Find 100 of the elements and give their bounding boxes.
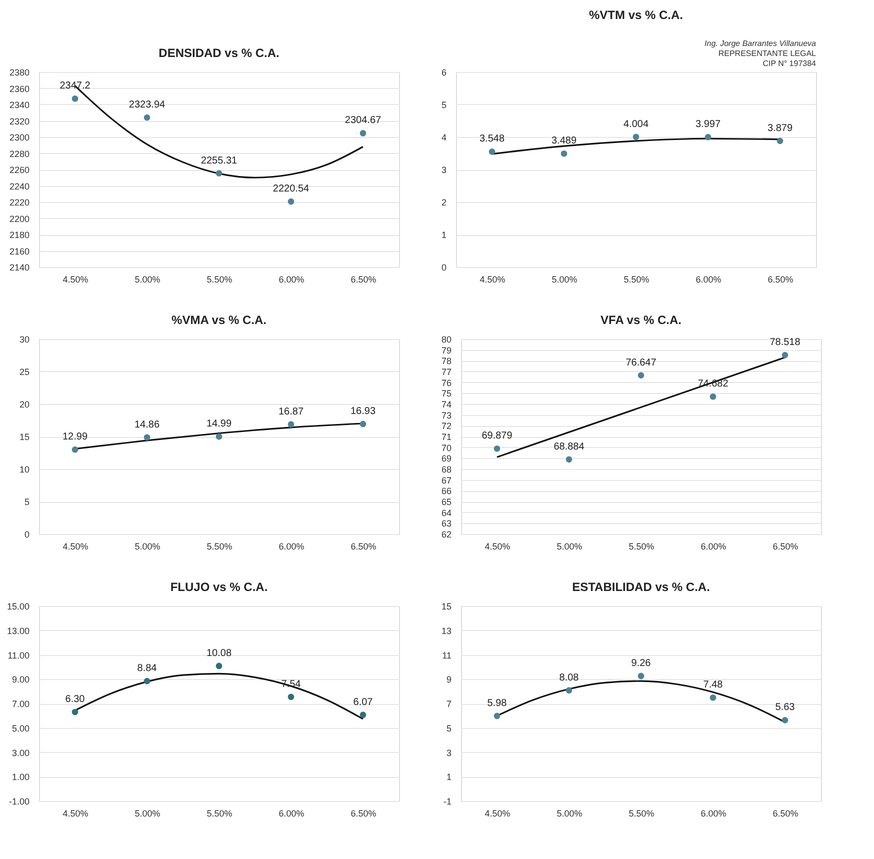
y-tick-label: 0 — [441, 262, 446, 272]
x-tick-label: 6.50% — [772, 808, 798, 818]
x-tick-label: 4.50% — [484, 542, 510, 552]
y-tick-label: 6 — [441, 68, 446, 78]
data-label: 69.879 — [482, 430, 513, 442]
data-label: 10.08 — [206, 648, 232, 659]
data-label: 5.98 — [487, 698, 508, 709]
data-label: 6.07 — [353, 696, 374, 708]
data-label: 2347.2 — [60, 80, 91, 92]
data-label: 78.518 — [770, 337, 801, 348]
y-tick-label: 15 — [19, 432, 30, 442]
y-tick-label: 70 — [441, 442, 452, 453]
point — [144, 678, 150, 684]
point — [144, 434, 150, 441]
y-tick-label: 78 — [441, 356, 452, 366]
x-tick-label: 4.50% — [484, 808, 510, 818]
x-tick-label: 4.50% — [62, 274, 88, 284]
y-tick-label: 5.00 — [12, 723, 30, 734]
data-label: 16.87 — [278, 406, 304, 418]
x-tick-label: 5.50% — [628, 808, 654, 818]
point — [360, 420, 366, 428]
x-tick-label: 6.50% — [350, 274, 376, 284]
x-tick-label: 5.00% — [134, 274, 160, 284]
y-tick-label: 4 — [441, 132, 446, 142]
point — [560, 150, 568, 157]
y-tick-label: 64 — [441, 508, 452, 518]
x-tick-label: 6.00% — [278, 808, 304, 818]
point — [288, 198, 294, 205]
x-tick-label: 5.00% — [134, 542, 160, 552]
y-tick-label: 2220 — [9, 198, 30, 208]
y-tick-label: 13 — [441, 626, 452, 636]
y-tick-label: 5 — [441, 100, 446, 110]
data-label: 7.48 — [703, 680, 724, 691]
point — [782, 352, 788, 358]
data-label: 4.004 — [623, 118, 649, 130]
y-tick-label: 15.00 — [6, 602, 30, 612]
y-tick-label: 79 — [441, 345, 452, 356]
point — [360, 712, 366, 718]
y-tick-label: 1 — [441, 230, 446, 240]
data-label: 2304.67 — [344, 115, 382, 126]
point — [144, 114, 150, 121]
data-label: 2220.54 — [272, 184, 310, 195]
data-label: 12.99 — [62, 432, 88, 443]
x-tick-label: 5.50% — [206, 274, 232, 284]
y-tick-label: 11 — [442, 650, 452, 660]
y-tick-label: 2240 — [9, 181, 30, 192]
data-label: 8.84 — [137, 663, 158, 674]
point — [288, 694, 294, 700]
data-label: 2255.31 — [200, 155, 238, 166]
x-tick-label: 5.00% — [556, 808, 582, 818]
y-tick-label: 3 — [441, 165, 446, 175]
x-tick-label: 5.50% — [206, 542, 232, 552]
y-tick-label: 10 — [19, 464, 30, 474]
point — [710, 393, 716, 400]
y-tick-label: 2360 — [9, 84, 30, 94]
y-tick-label: 2140 — [9, 262, 30, 272]
point — [488, 148, 496, 155]
x-tick-label: 5.00% — [556, 542, 582, 552]
chart-title: DENSIDAD vs % C.A. — [158, 46, 280, 60]
point — [704, 134, 712, 140]
y-tick-label: 74 — [441, 400, 452, 410]
y-tick-label: 13.00 — [6, 626, 30, 636]
data-label: 14.86 — [134, 419, 160, 430]
y-tick-label: 63 — [441, 518, 452, 529]
y-tick-label: 3 — [446, 748, 452, 758]
y-tick-label: -1 — [443, 796, 452, 806]
y-tick-label: 67 — [441, 475, 452, 486]
x-tick-label: 4.50% — [62, 542, 88, 552]
y-tick-label: 2320 — [9, 116, 30, 126]
text: Ing. Jorge Barrantes Villanueva — [704, 39, 817, 48]
x-tick-label: 6.00% — [700, 542, 726, 552]
y-tick-label: 80 — [441, 334, 452, 344]
x-tick-label: 5.00% — [552, 274, 578, 284]
chart-title: FLUJO vs % C.A. — [170, 580, 268, 594]
data-label: 3.997 — [695, 119, 721, 130]
chart-title: %VMA vs % C.A. — [172, 313, 266, 327]
y-tick-label: 1 — [446, 772, 452, 782]
x-tick-label: 5.50% — [624, 274, 650, 284]
x-tick-label: 6.50% — [772, 542, 798, 552]
y-tick-label: 2300 — [9, 132, 30, 142]
y-tick-label: 15 — [441, 602, 452, 612]
point — [216, 170, 222, 176]
y-tick-label: 2260 — [9, 165, 30, 175]
data-label: 6.30 — [65, 694, 86, 706]
point — [72, 95, 78, 102]
data-label: 3.489 — [551, 136, 577, 147]
y-tick-label: 0 — [24, 530, 30, 540]
y-tick-label: 20 — [19, 400, 30, 410]
text: REPRESENTANTE LEGAL — [718, 49, 817, 58]
point — [216, 662, 222, 670]
data-label: 3.879 — [767, 122, 793, 134]
point — [710, 694, 716, 701]
y-tick-label: 3.00 — [12, 748, 30, 758]
y-tick-label: 25 — [19, 367, 30, 377]
y-tick-label: 30 — [19, 334, 30, 344]
data-label: 2323.94 — [128, 100, 166, 111]
y-tick-label: 76 — [441, 378, 452, 388]
x-tick-label: 4.50% — [480, 274, 506, 284]
y-tick-label: 2200 — [9, 214, 30, 224]
data-label: 16.93 — [350, 406, 376, 417]
